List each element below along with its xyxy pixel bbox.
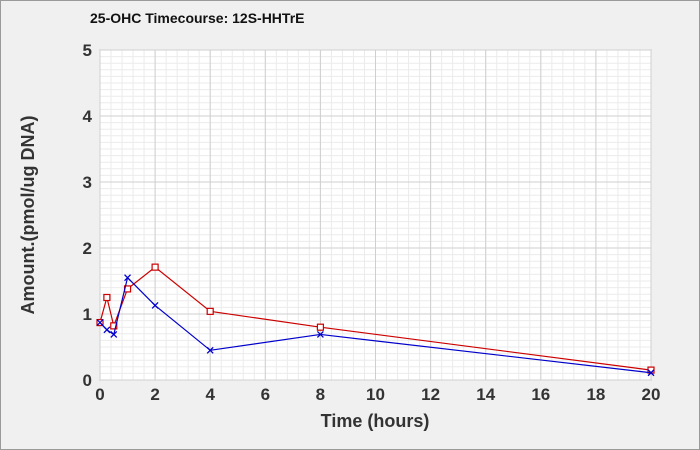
chart-title: 25-OHC Timecourse: 12S-HHTrE <box>90 10 304 26</box>
y-tick-label: 1 <box>83 305 92 324</box>
data-point <box>316 331 324 338</box>
x-tick-label: 14 <box>476 385 495 404</box>
data-point <box>206 346 214 354</box>
data-point <box>206 307 214 315</box>
data-point <box>151 301 159 309</box>
y-tick-label: 3 <box>83 173 92 192</box>
data-point <box>124 274 132 282</box>
y-tick-label: 2 <box>83 239 92 258</box>
data-point <box>110 331 118 338</box>
data-point <box>103 326 111 334</box>
major-grid <box>99 49 652 381</box>
x-tick-label: 18 <box>586 385 605 404</box>
x-tick-label: 6 <box>261 385 270 404</box>
x-axis-label: Time (hours) <box>321 411 430 431</box>
series-2 <box>96 274 655 377</box>
x-tick-label: 10 <box>366 385 385 404</box>
y-tick-label: 4 <box>83 107 93 126</box>
x-tick-label: 16 <box>531 385 550 404</box>
data-point <box>96 319 104 327</box>
x-tick-label: 2 <box>150 385 159 404</box>
x-tick-label: 4 <box>205 385 215 404</box>
x-tick-label: 8 <box>316 385 325 404</box>
x-tick-labels: 0 2 4 6 8 10 12 14 16 18 20 <box>95 385 660 404</box>
y-tick-label: 5 <box>83 41 92 60</box>
data-point <box>110 322 118 330</box>
y-tick-label: 0 <box>83 371 92 390</box>
data-point <box>151 263 159 271</box>
series-line <box>99 266 652 371</box>
x-tick-label: 12 <box>421 385 440 404</box>
series-layer <box>96 263 655 377</box>
data-point <box>647 369 655 377</box>
data-point <box>316 323 324 331</box>
y-axis-label: Amount.(pmol/ug DNA) <box>18 116 38 315</box>
y-tick-labels: 0 1 2 3 4 5 <box>83 41 93 390</box>
data-point <box>103 293 111 302</box>
x-tick-label: 0 <box>95 385 104 404</box>
x-tick-label: 20 <box>642 385 661 404</box>
